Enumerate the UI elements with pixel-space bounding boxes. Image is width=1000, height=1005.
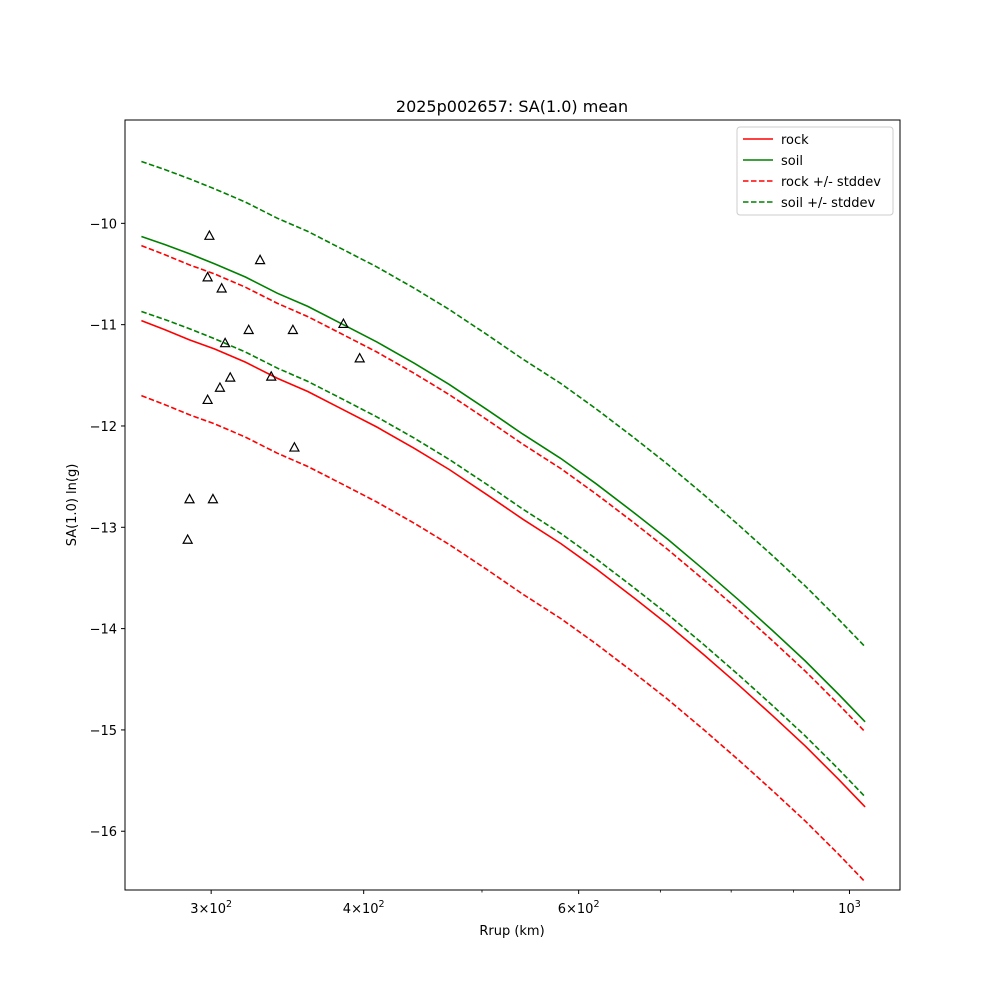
- legend-label: rock +/- stddev: [781, 175, 881, 190]
- observation-point: [354, 352, 366, 363]
- observation-point: [202, 393, 214, 405]
- observation-point: [202, 271, 214, 282]
- observation-point: [214, 381, 226, 392]
- chart-title: 2025p002657: SA(1.0) mean: [396, 97, 628, 116]
- series-line-5: [141, 310, 866, 798]
- series-line-1: [141, 235, 866, 723]
- x-tick-label: 4×102: [343, 899, 385, 917]
- series-layer: [141, 160, 866, 883]
- observation-point: [288, 441, 300, 452]
- observation-point: [337, 317, 349, 329]
- series-line-0: [141, 319, 866, 808]
- observation-point: [254, 254, 266, 265]
- observation-point: [182, 533, 194, 544]
- y-tick-label: −15: [90, 724, 117, 739]
- x-axis-label: Rrup (km): [479, 924, 544, 939]
- y-tick-label: −12: [90, 420, 117, 435]
- series-line-2: [141, 244, 866, 733]
- x-tick-label: 6×102: [558, 899, 600, 917]
- observation-point: [203, 229, 215, 240]
- series-line-3: [141, 394, 866, 883]
- axes-layer: −10 −11 −12 −13 −14 −15 −16 3×102 4×102 6×102 103: [90, 217, 861, 917]
- legend-label: soil +/- stddev: [781, 196, 876, 211]
- observation-point: [219, 337, 231, 348]
- legend: rock soil rock +/- stddev soil +/- stddev: [736, 126, 894, 216]
- x-tick-label: 3×102: [190, 899, 232, 917]
- observation-layer: [182, 229, 366, 544]
- legend-box: [736, 126, 894, 216]
- observation-point: [216, 282, 228, 293]
- x-tick-label: 103: [838, 899, 861, 917]
- legend-label: rock: [781, 133, 809, 148]
- y-tick-label: −14: [90, 623, 117, 638]
- y-tick-label: −11: [90, 319, 117, 334]
- series-line-4: [141, 160, 866, 648]
- observation-point: [184, 493, 196, 504]
- observation-point: [207, 493, 219, 504]
- y-tick-label: −16: [90, 825, 117, 840]
- plot-frame: [124, 119, 901, 891]
- observation-point: [265, 370, 277, 381]
- observation-point: [224, 371, 236, 382]
- y-tick-label: −13: [90, 521, 117, 536]
- legend-label: soil: [781, 154, 803, 169]
- observation-point: [243, 323, 255, 335]
- observation-point: [287, 323, 299, 335]
- y-tick-label: −10: [90, 217, 117, 232]
- y-axis-label: SA(1.0) ln(g): [65, 464, 80, 547]
